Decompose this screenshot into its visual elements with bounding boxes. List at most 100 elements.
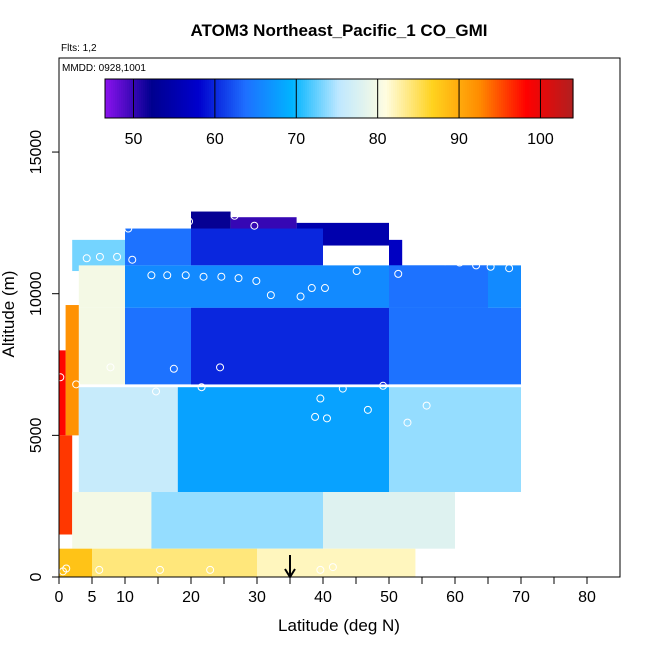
colorbar: 50 60 70 80 90 100 bbox=[104, 78, 574, 148]
colorbar-swatch bbox=[233, 79, 236, 118]
heatmap-cell bbox=[389, 239, 403, 269]
colorbar-swatch bbox=[457, 79, 460, 118]
observation-marker bbox=[106, 363, 115, 372]
observation-marker bbox=[59, 373, 65, 382]
colorbar-swatch bbox=[365, 79, 368, 118]
colorbar-swatch bbox=[363, 79, 366, 118]
colorbar-swatch bbox=[307, 79, 310, 118]
colorbar-swatch bbox=[203, 79, 206, 118]
colorbar-swatch bbox=[355, 79, 358, 118]
colorbar-swatch bbox=[175, 79, 178, 118]
colorbar-swatch bbox=[323, 79, 326, 118]
observation-marker bbox=[217, 272, 226, 281]
latitude-arrow bbox=[284, 555, 296, 579]
colorbar-swatch bbox=[261, 79, 264, 118]
colorbar-swatch bbox=[473, 79, 476, 118]
colorbar-swatch bbox=[357, 79, 360, 118]
colorbar-swatch bbox=[277, 79, 280, 118]
observation-marker bbox=[95, 252, 104, 261]
observation-marker bbox=[82, 254, 91, 263]
colorbar-swatch bbox=[511, 79, 514, 118]
colorbar-swatch bbox=[417, 79, 420, 118]
colorbar-tick-label: 70 bbox=[287, 131, 305, 148]
colorbar-swatch bbox=[167, 79, 170, 118]
colorbar-tick-label: 100 bbox=[527, 131, 554, 148]
colorbar-swatch bbox=[263, 79, 266, 118]
colorbar-swatch bbox=[487, 79, 490, 118]
colorbar-swatch bbox=[171, 79, 174, 118]
colorbar-swatch bbox=[289, 79, 292, 118]
observation-marker bbox=[328, 563, 337, 572]
colorbar-swatch bbox=[105, 79, 108, 118]
heatmap-cell bbox=[125, 228, 191, 266]
colorbar-swatch bbox=[113, 79, 116, 118]
colorbar-swatch bbox=[119, 79, 122, 118]
colorbar-swatch bbox=[469, 79, 472, 118]
colorbar-swatch bbox=[389, 79, 392, 118]
date-annotation: MMDD: 0928,1001 bbox=[62, 63, 146, 74]
observation-marker bbox=[455, 258, 464, 267]
heatmap-cell bbox=[191, 228, 323, 266]
arrow-head bbox=[284, 568, 296, 579]
observation-marker bbox=[199, 272, 208, 281]
colorbar-swatch bbox=[439, 79, 442, 118]
observation-marker bbox=[316, 394, 325, 403]
colorbar-swatch bbox=[479, 79, 482, 118]
colorbar-swatch bbox=[331, 79, 334, 118]
x-axis-label: Latitude (deg N) bbox=[278, 616, 400, 635]
observation-marker bbox=[155, 565, 164, 574]
heatmap-cell bbox=[92, 548, 257, 577]
colorbar-swatch bbox=[305, 79, 308, 118]
colorbar-swatch bbox=[109, 79, 112, 118]
colorbar-swatch bbox=[381, 79, 384, 118]
colorbar-swatch bbox=[505, 79, 508, 118]
colorbar-swatch bbox=[201, 79, 204, 118]
heatmap-cell bbox=[78, 387, 178, 493]
colorbar-swatch bbox=[435, 79, 438, 118]
colorbar-swatch bbox=[245, 79, 248, 118]
colorbar-swatch bbox=[513, 79, 516, 118]
colorbar-swatch bbox=[449, 79, 452, 118]
colorbar-swatch bbox=[529, 79, 532, 118]
heatmap-cell bbox=[389, 265, 488, 308]
colorbar-swatch bbox=[551, 79, 554, 118]
colorbar-swatch bbox=[349, 79, 352, 118]
y-tick-label: 5000 bbox=[28, 417, 45, 453]
colorbar-swatch bbox=[125, 79, 128, 118]
observation-marker bbox=[403, 418, 412, 427]
colorbar-swatch bbox=[107, 79, 110, 118]
colorbar-swatch bbox=[239, 79, 242, 118]
colorbar-swatch bbox=[193, 79, 196, 118]
colorbar-swatch bbox=[165, 79, 168, 118]
colorbar-swatch bbox=[249, 79, 252, 118]
colorbar-swatch bbox=[229, 79, 232, 118]
colorbar-swatch bbox=[569, 79, 572, 118]
colorbar-swatch bbox=[353, 79, 356, 118]
colorbar-swatch bbox=[313, 79, 316, 118]
colorbar-swatch bbox=[177, 79, 180, 118]
colorbar-swatch bbox=[533, 79, 536, 118]
colorbar-swatch bbox=[391, 79, 394, 118]
heatmap-cell bbox=[323, 492, 455, 549]
colorbar-swatch bbox=[361, 79, 364, 118]
colorbar-swatch bbox=[415, 79, 418, 118]
colorbar-swatch bbox=[111, 79, 114, 118]
colorbar-swatch bbox=[429, 79, 432, 118]
colorbar-tick-label: 50 bbox=[125, 131, 143, 148]
colorbar-swatch bbox=[541, 79, 544, 118]
colorbar-swatch bbox=[567, 79, 570, 118]
observation-marker bbox=[62, 564, 71, 573]
colorbar-swatch bbox=[427, 79, 430, 118]
observation-marker bbox=[505, 264, 514, 273]
colorbar-swatch bbox=[265, 79, 268, 118]
colorbar-swatch bbox=[459, 79, 462, 118]
colorbar-swatch bbox=[251, 79, 254, 118]
colorbar-swatch bbox=[187, 79, 190, 118]
colorbar-swatch bbox=[293, 79, 296, 118]
colorbar-swatch bbox=[283, 79, 286, 118]
observation-marker bbox=[169, 364, 178, 373]
colorbar-swatch bbox=[143, 79, 146, 118]
colorbar-swatch bbox=[197, 79, 200, 118]
colorbar-swatch bbox=[521, 79, 524, 118]
colorbar-swatch bbox=[471, 79, 474, 118]
